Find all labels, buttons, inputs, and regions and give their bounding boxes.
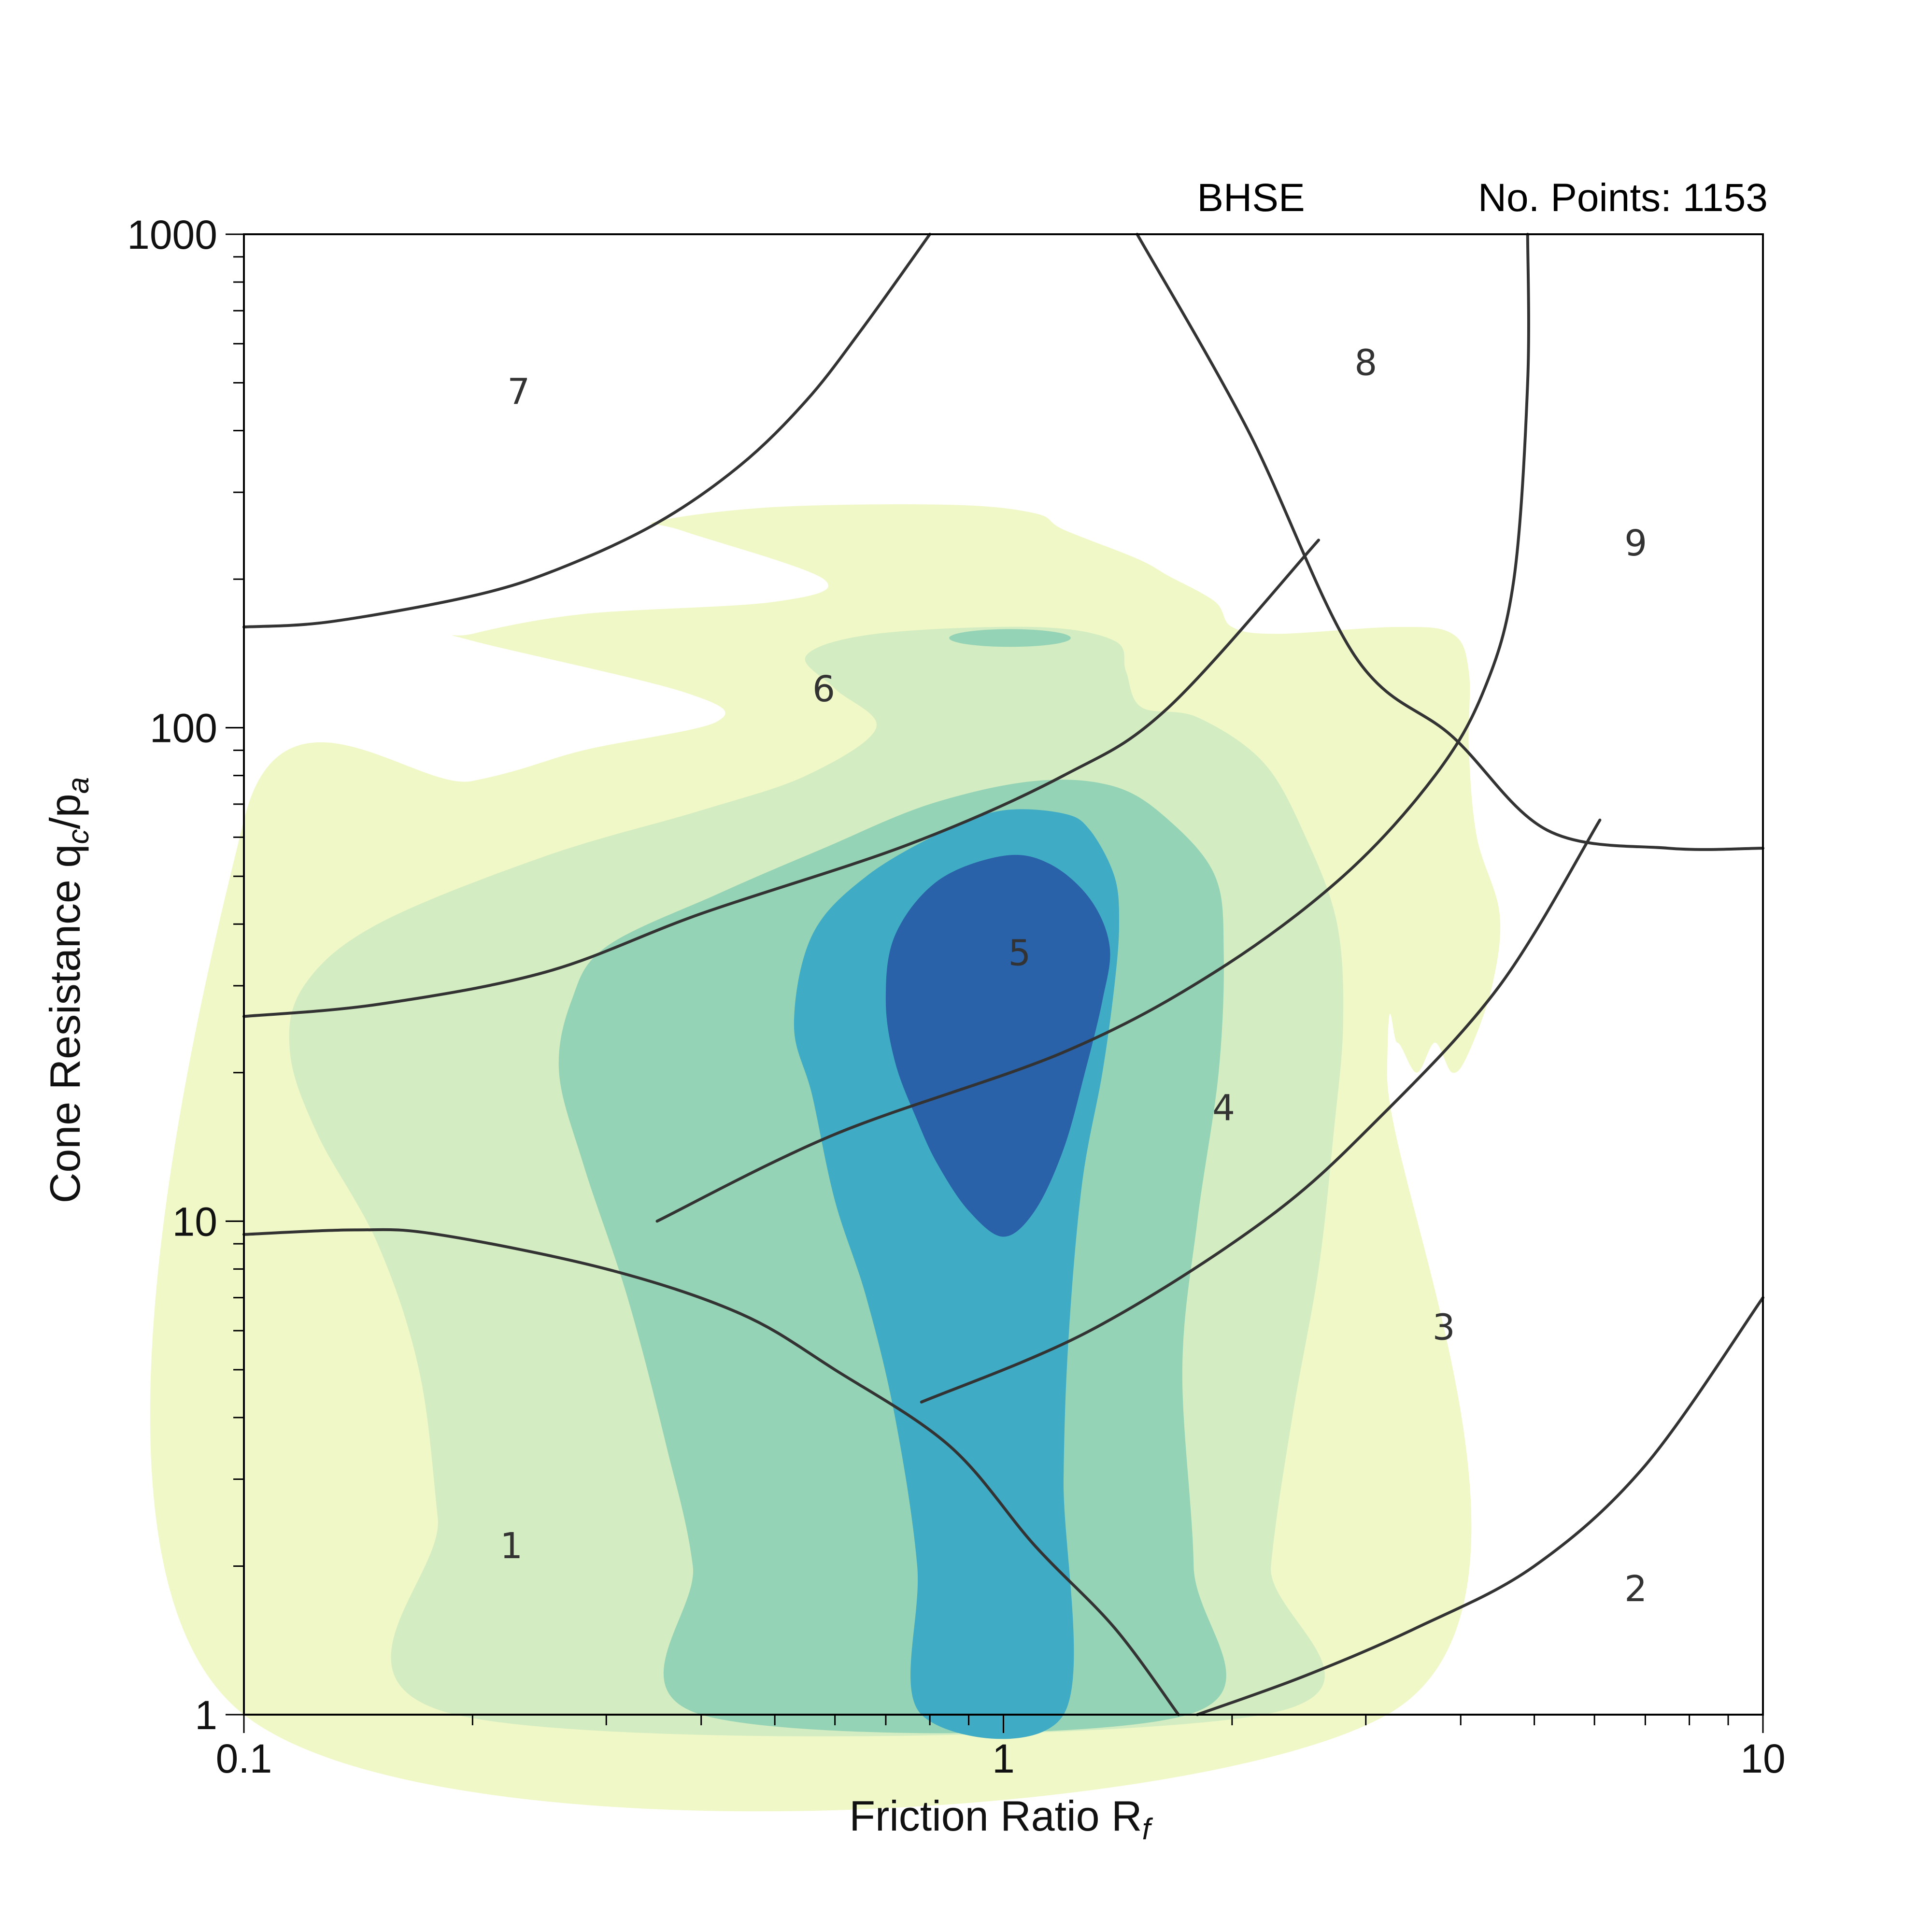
x-tick-label: 1 <box>992 1736 1015 1781</box>
x-tick-label: 0.1 <box>216 1736 272 1781</box>
y-tick-label: 1000 <box>127 212 217 257</box>
zone-boundary-6 <box>920 818 1602 1404</box>
zone-label-9: 9 <box>1624 523 1647 564</box>
zone-label-8: 8 <box>1354 342 1377 384</box>
x-axis-title-sub: f <box>1142 1813 1153 1846</box>
zone-label-2: 2 <box>1624 1568 1647 1610</box>
zone-boundary-7 <box>1195 1296 1764 1716</box>
zone-label-6: 6 <box>812 668 835 710</box>
zone-boundaries <box>242 233 1764 1716</box>
x-axis-title: Friction Ratio Rf <box>849 1792 1153 1846</box>
y-axis-title-sub2: a <box>62 777 95 794</box>
points-label: No. Points: 1153 <box>1478 176 1768 220</box>
zone-boundary-2 <box>1136 233 1764 851</box>
zone-boundary-1 <box>242 233 932 629</box>
y-tick-label: 10 <box>172 1199 217 1244</box>
zone-boundary-3 <box>655 233 1530 1223</box>
density-contours <box>150 504 1501 1812</box>
zone-boundary-5 <box>242 1228 1180 1716</box>
contour-level-3-spot <box>949 629 1071 647</box>
zone-label-4: 4 <box>1212 1087 1235 1129</box>
x-tick-label: 10 <box>1740 1736 1785 1781</box>
zone-label-5: 5 <box>1008 932 1031 974</box>
y-axis-title: Cone Resistance qc/pa <box>41 777 95 1203</box>
zone-boundary-4 <box>242 539 1320 1018</box>
contour-level-5 <box>885 854 1110 1237</box>
zone-labels: 1 2 3 4 5 6 7 8 9 <box>500 342 1647 1610</box>
zone-label-1: 1 <box>500 1525 523 1567</box>
y-axis-title-mid: /p <box>41 794 89 829</box>
y-tick-label: 1 <box>195 1692 217 1738</box>
site-label: BHSE <box>1197 176 1305 220</box>
zone-label-7: 7 <box>507 371 530 413</box>
y-axis-title-main: Cone Resistance q <box>41 844 89 1204</box>
y-axis-title-sub1: c <box>62 829 95 844</box>
y-tick-label: 100 <box>150 706 217 751</box>
zone-label-3: 3 <box>1433 1307 1455 1349</box>
x-axis-title-main: Friction Ratio R <box>849 1792 1142 1840</box>
